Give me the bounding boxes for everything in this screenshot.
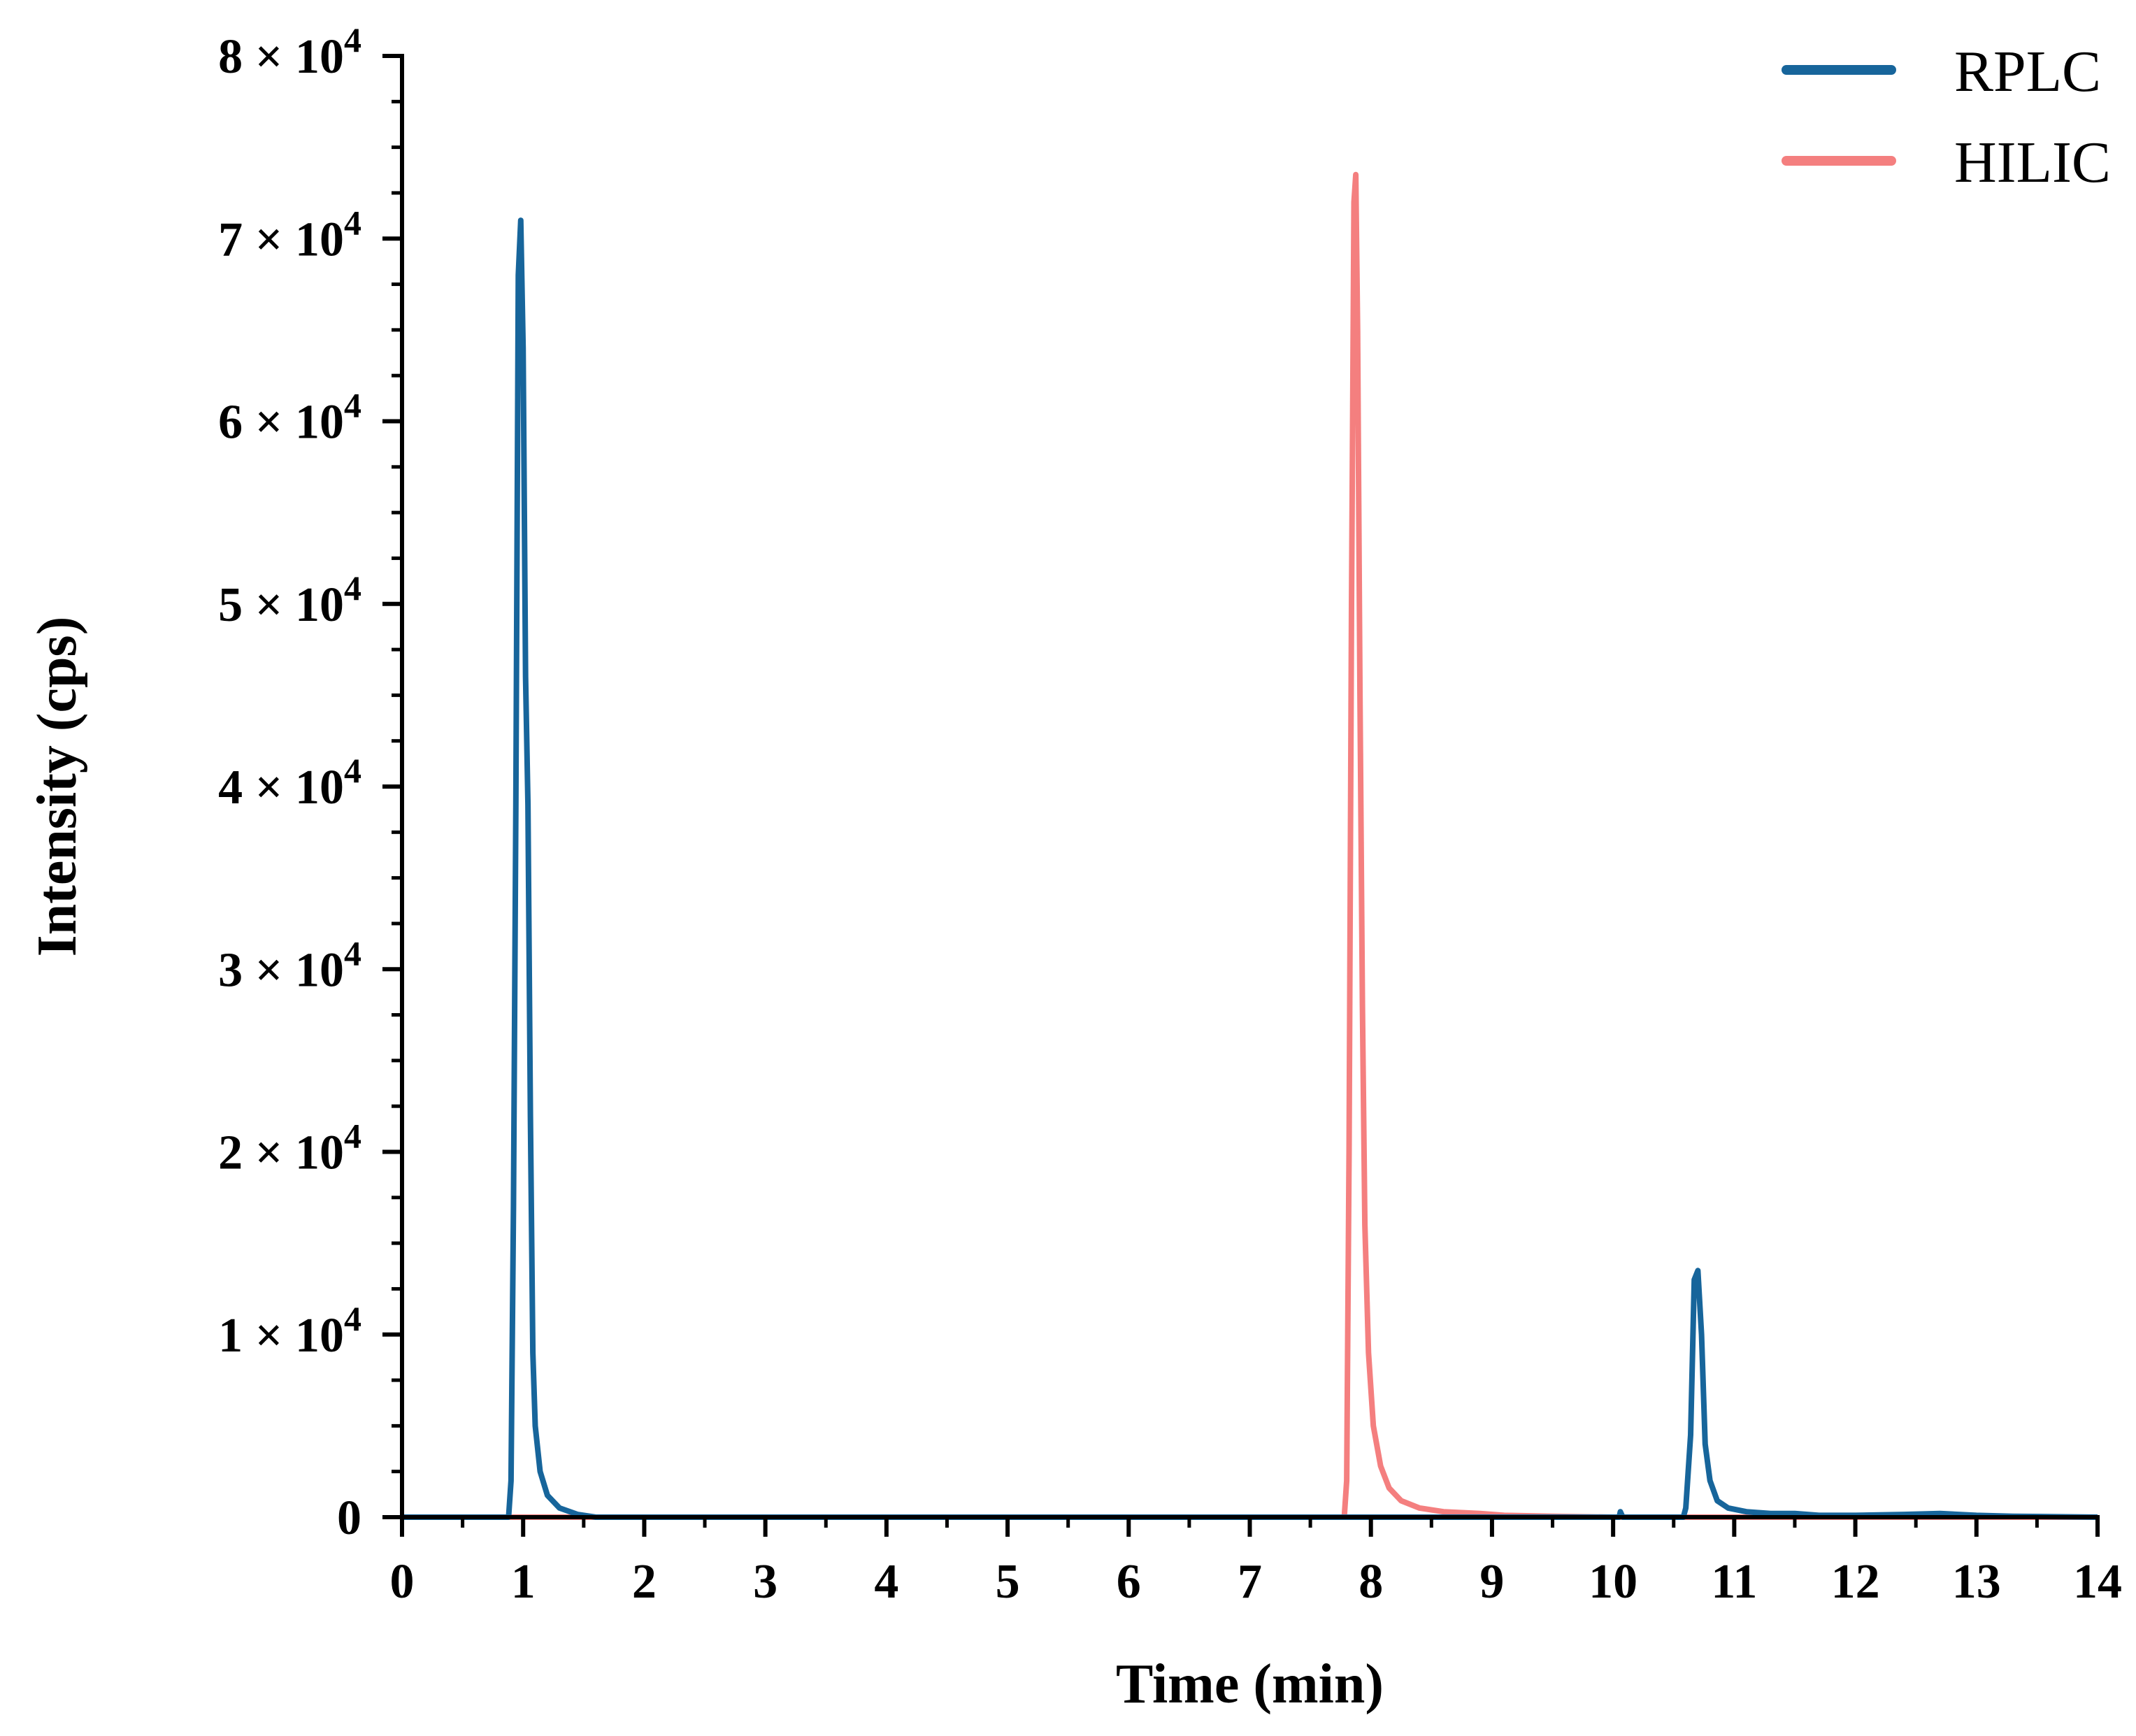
x-tick-label: 14 [2073,1555,2122,1609]
x-tick-label: 2 [632,1555,657,1609]
legend: RPLC HILIC [1782,39,2111,195]
x-tick-label: 8 [1359,1555,1383,1609]
x-tick-label: 13 [1952,1555,2001,1609]
x-tick-label: 12 [1831,1555,1880,1609]
legend-label-hilic: HILIC [1954,130,2111,195]
x-axis-title: Time (min) [1116,1653,1384,1715]
y-tick-label: 6 × 104 [218,386,361,450]
x-tick-label: 10 [1589,1555,1637,1609]
x-tick-label: 7 [1238,1555,1262,1609]
x-tick-label: 3 [753,1555,777,1609]
y-tick-label: 4 × 104 [218,751,361,815]
x-tick-label: 0 [390,1555,415,1609]
series-line-hilic [402,171,2098,1520]
y-tick-label: 0 [337,1491,361,1545]
y-tick-label: 7 × 104 [218,203,361,266]
x-tick-label: 1 [511,1555,536,1609]
series-line-rplc [402,217,2098,1520]
y-tick-label: 3 × 104 [218,933,361,997]
x-tick-label: 4 [874,1555,898,1609]
axes-layer [400,54,2100,1519]
x-tick-label: 11 [1711,1555,1757,1609]
y-tick-label: 5 × 104 [218,568,361,632]
x-tick-label: 6 [1117,1555,1141,1609]
y-tick-label: 8 × 104 [218,20,361,84]
y-axis-title: Intensity (cps) [27,617,88,957]
y-tick-label: 2 × 104 [218,1117,361,1180]
x-tick-label: 9 [1479,1555,1504,1609]
legend-label-rplc: RPLC [1954,39,2101,104]
x-tick-label: 5 [996,1555,1020,1609]
y-tick-label: 1 × 104 [218,1299,361,1363]
ticks-layer [382,54,2100,1537]
series-layer [402,171,2098,1520]
